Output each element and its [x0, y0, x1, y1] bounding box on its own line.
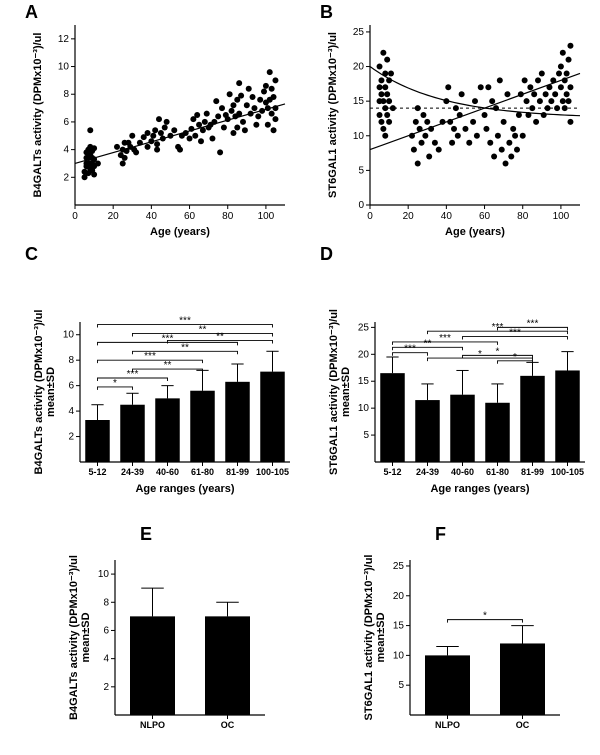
svg-text:NLPO: NLPO: [435, 720, 460, 730]
svg-text:24-39: 24-39: [416, 467, 439, 477]
svg-text:6: 6: [68, 381, 74, 392]
svg-text:5: 5: [358, 165, 364, 176]
svg-text:D: D: [320, 244, 333, 264]
svg-text:2: 2: [68, 432, 74, 443]
svg-text:6: 6: [63, 117, 69, 128]
svg-text:**: **: [216, 331, 224, 342]
svg-text:10: 10: [63, 330, 75, 341]
svg-text:81-99: 81-99: [521, 467, 544, 477]
svg-text:40-60: 40-60: [156, 467, 179, 477]
svg-text:F: F: [435, 524, 446, 544]
svg-text:61-80: 61-80: [486, 467, 509, 477]
svg-text:**: **: [164, 360, 172, 371]
svg-text:81-99: 81-99: [226, 467, 249, 477]
svg-text:15: 15: [393, 621, 405, 632]
svg-text:20: 20: [108, 211, 120, 222]
svg-text:20: 20: [353, 62, 365, 73]
svg-text:60: 60: [479, 211, 491, 222]
svg-text:25: 25: [358, 322, 370, 333]
svg-text:10: 10: [353, 131, 365, 142]
svg-text:0: 0: [72, 211, 78, 222]
svg-text:8: 8: [63, 89, 69, 100]
svg-text:***: ***: [144, 351, 156, 362]
svg-text:5-12: 5-12: [88, 467, 106, 477]
svg-text:60: 60: [184, 211, 196, 222]
svg-text:B4GALTs activity (DPMx10⁻³)/ul: B4GALTs activity (DPMx10⁻³)/ul: [32, 33, 44, 198]
svg-text:OC: OC: [221, 720, 235, 730]
svg-text:*: *: [483, 611, 487, 622]
svg-text:8: 8: [68, 355, 74, 366]
svg-text:4: 4: [63, 145, 69, 156]
svg-text:15: 15: [353, 96, 365, 107]
svg-text:B4GALTs activity (DPMx10⁻³)/ul: B4GALTs activity (DPMx10⁻³)/ulmean±SD: [68, 555, 92, 720]
svg-text:25: 25: [353, 27, 365, 38]
svg-text:2: 2: [63, 172, 69, 183]
svg-text:***: ***: [527, 318, 539, 329]
svg-text:20: 20: [358, 349, 370, 360]
svg-text:40: 40: [146, 211, 158, 222]
svg-text:24-39: 24-39: [121, 467, 144, 477]
svg-text:NLPO: NLPO: [140, 720, 165, 730]
svg-text:*: *: [496, 346, 500, 357]
svg-text:10: 10: [58, 62, 70, 73]
svg-text:5: 5: [363, 430, 369, 441]
svg-text:40: 40: [441, 211, 453, 222]
svg-text:OC: OC: [516, 720, 530, 730]
svg-text:C: C: [25, 244, 38, 264]
svg-text:15: 15: [358, 376, 370, 387]
svg-text:20: 20: [403, 211, 415, 222]
svg-text:5: 5: [398, 680, 404, 691]
svg-text:A: A: [25, 2, 38, 22]
svg-text:**: **: [181, 342, 189, 353]
svg-text:***: ***: [509, 328, 521, 339]
svg-text:***: ***: [179, 316, 191, 327]
svg-text:10: 10: [393, 650, 405, 661]
svg-text:***: ***: [404, 344, 416, 355]
svg-text:Age (years): Age (years): [445, 226, 505, 238]
svg-text:Age (years): Age (years): [150, 226, 210, 238]
svg-text:100: 100: [258, 211, 275, 222]
svg-text:***: ***: [439, 333, 451, 344]
svg-text:**: **: [424, 338, 432, 349]
svg-text:25: 25: [393, 561, 405, 572]
svg-text:**: **: [199, 324, 207, 335]
svg-text:0: 0: [367, 211, 373, 222]
svg-text:E: E: [140, 524, 152, 544]
svg-text:80: 80: [222, 211, 234, 222]
svg-text:40-60: 40-60: [451, 467, 474, 477]
figure-svg: A02040608010024681012Age (years)B4GALTs …: [0, 0, 600, 755]
svg-text:12: 12: [58, 34, 70, 45]
svg-text:ST6GAL1 activity (DPMx10⁻³)/ul: ST6GAL1 activity (DPMx10⁻³)/ul: [327, 32, 339, 198]
svg-text:10: 10: [358, 403, 370, 414]
svg-text:Age ranges (years): Age ranges (years): [430, 483, 529, 495]
svg-text:4: 4: [103, 654, 109, 665]
svg-text:10: 10: [98, 569, 110, 580]
svg-text:6: 6: [103, 625, 109, 636]
svg-text:ST6GAL1 activity (DPMx10⁻³)/ul: ST6GAL1 activity (DPMx10⁻³)/ulmean±SD: [328, 309, 352, 475]
svg-text:100-105: 100-105: [256, 467, 289, 477]
svg-text:100: 100: [553, 211, 570, 222]
svg-text:4: 4: [68, 406, 74, 417]
svg-text:2: 2: [103, 682, 109, 693]
svg-text:B4GALTs activity (DPMx10⁻³)/ul: B4GALTs activity (DPMx10⁻³)/ulmean±SD: [33, 310, 57, 475]
svg-text:B: B: [320, 2, 333, 22]
svg-text:Age ranges (years): Age ranges (years): [135, 483, 234, 495]
svg-text:*: *: [478, 349, 482, 360]
svg-text:8: 8: [103, 597, 109, 608]
svg-text:20: 20: [393, 591, 405, 602]
svg-text:100-105: 100-105: [551, 467, 584, 477]
svg-text:5-12: 5-12: [383, 467, 401, 477]
svg-text:*: *: [113, 378, 117, 389]
svg-text:0: 0: [358, 200, 364, 211]
svg-text:61-80: 61-80: [191, 467, 214, 477]
svg-text:80: 80: [517, 211, 529, 222]
svg-text:ST6GAL1 activity (DPMx10⁻³)/ul: ST6GAL1 activity (DPMx10⁻³)/ulmean±SD: [363, 555, 387, 721]
svg-text:*: *: [513, 352, 517, 363]
figure-container: A02040608010024681012Age (years)B4GALTs …: [0, 0, 600, 755]
